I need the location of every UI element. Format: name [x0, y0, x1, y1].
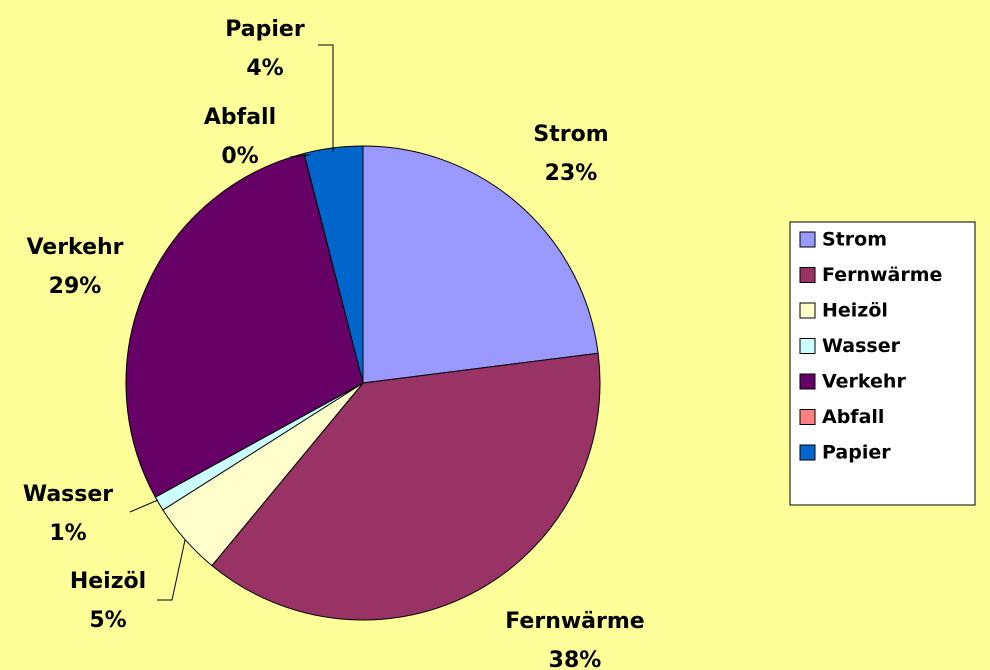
- data-label-name: Heizöl: [70, 569, 146, 594]
- pie-slice: [125, 152, 364, 498]
- data-label-name: Wasser: [23, 482, 113, 507]
- data-label-value: 29%: [49, 274, 102, 299]
- legend-swatch: [799, 409, 816, 425]
- legend-label: Verkehr: [822, 371, 906, 393]
- data-label-name: Verkehr: [26, 235, 123, 260]
- data-label-name: Abfall: [204, 105, 276, 130]
- legend-swatch: [799, 338, 816, 354]
- data-label-value: 0%: [221, 144, 258, 169]
- leader-line: [318, 44, 334, 152]
- data-label-value: 23%: [545, 161, 598, 186]
- data-label-value: 5%: [89, 608, 126, 633]
- legend-swatch: [799, 267, 816, 283]
- legend-swatch: [799, 302, 816, 319]
- legend-swatch: [799, 444, 816, 461]
- leader-line: [289, 154, 311, 158]
- legend-label: Strom: [822, 229, 887, 251]
- pie-slice: [362, 145, 599, 384]
- data-label-value: 4%: [246, 56, 283, 81]
- legend-label: Papier: [822, 442, 891, 464]
- data-label-name: Papier: [225, 17, 305, 42]
- legend-label: Wasser: [822, 335, 901, 357]
- pie-slice: [211, 352, 601, 621]
- leader-line: [157, 539, 186, 601]
- legend-swatch: [799, 231, 816, 248]
- legend-box: [789, 221, 976, 506]
- data-label-value: 1%: [49, 521, 86, 546]
- legend-label: Fernwärme: [822, 264, 942, 286]
- legend-label: Abfall: [822, 406, 884, 428]
- legend-label: Heizöl: [822, 300, 888, 322]
- data-label-value: 38%: [549, 648, 602, 670]
- data-label-name: Fernwärme: [505, 609, 644, 634]
- data-label-name: Strom: [533, 122, 608, 147]
- legend-swatch: [799, 373, 816, 390]
- leader-line: [129, 499, 159, 513]
